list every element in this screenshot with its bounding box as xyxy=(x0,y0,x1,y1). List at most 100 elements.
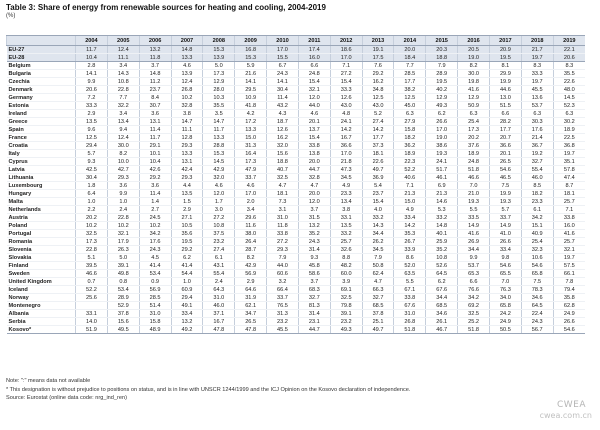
cell-value: 2.4 xyxy=(106,205,140,214)
cell-value: 69.2 xyxy=(457,301,490,310)
cell-value: 53.7 xyxy=(457,261,490,270)
cell-value: 52.0 xyxy=(393,261,426,270)
cell-value: 1.8 xyxy=(75,181,108,190)
cell-value: 28.0 xyxy=(202,85,235,94)
cell-value: 19.3 xyxy=(457,197,490,206)
cell-value: 52.6 xyxy=(425,261,458,270)
header-year: 2008 xyxy=(202,35,235,46)
cell-value: 48.9 xyxy=(138,325,172,334)
cell-value: 13.3 xyxy=(234,125,267,134)
cell-value: 32.6 xyxy=(329,245,363,254)
header-year: 2015 xyxy=(425,35,458,46)
cell-value: 51.8 xyxy=(393,325,426,334)
cell-value: 25.7 xyxy=(552,237,585,246)
cell-value: 30.4 xyxy=(266,85,299,94)
row-country: Cyprus xyxy=(6,157,76,166)
cell-value: 34.2 xyxy=(457,293,490,302)
cell-value: 25.9 xyxy=(425,237,458,246)
row-country: Netherlands xyxy=(6,205,76,214)
row-country: EU-28 xyxy=(6,53,76,62)
cell-value: 12.6 xyxy=(329,93,363,102)
cell-value: 49.1 xyxy=(170,301,203,310)
cell-value: 57.8 xyxy=(552,165,585,174)
cell-value: 47.8 xyxy=(202,325,235,334)
row-country: France xyxy=(6,133,76,142)
cell-value: 3.5 xyxy=(202,109,235,118)
cell-value: 6.6 xyxy=(488,109,522,118)
cell-value: 51.4 xyxy=(138,301,172,310)
cell-value: 64.5 xyxy=(425,269,458,278)
cell-value: 8.2 xyxy=(106,149,140,158)
cell-value: 25.1 xyxy=(361,317,394,326)
cell-value: 33.1 xyxy=(75,309,108,318)
cell-value: 28.8 xyxy=(202,141,235,150)
table-title: Table 3: Share of energy from renewable … xyxy=(6,3,326,12)
row-country: Luxembourg xyxy=(6,181,76,190)
cell-value: 21.7 xyxy=(520,45,554,54)
cell-value: 16.0 xyxy=(297,53,331,62)
row-country: Romania xyxy=(6,237,76,246)
cell-value: 10.1 xyxy=(138,149,172,158)
cell-value: 50.5 xyxy=(488,325,522,334)
cell-value: 60.0 xyxy=(329,269,363,278)
cell-value: 6.2 xyxy=(170,253,203,262)
cell-value: 6.2 xyxy=(425,277,458,286)
cell-value: 23.1 xyxy=(297,317,331,326)
cell-value: 9.9 xyxy=(75,77,108,86)
cell-value: 3.7 xyxy=(138,61,172,70)
cell-value: 37.6 xyxy=(457,141,490,150)
cell-value: 29.2 xyxy=(170,245,203,254)
cell-value: 34.8 xyxy=(361,85,394,94)
cell-value: 19.5 xyxy=(425,77,458,86)
cell-value: 13.3 xyxy=(202,133,235,142)
cell-value: 13.0 xyxy=(488,93,522,102)
cell-value: 45.5 xyxy=(266,325,299,334)
cell-value: 4.6 xyxy=(234,181,267,190)
cell-value: 15.1 xyxy=(520,221,554,230)
table-row: Belgium 2.8 3.4 3.7 4.6 5.0 5.9 6.7 6.6 7.1 7.6 7.7… xyxy=(6,61,585,70)
cell-value: 14.1 xyxy=(75,69,108,78)
cell-value: 26.3 xyxy=(106,245,140,254)
watermark-url: cwea.com.cn xyxy=(539,411,592,420)
cell-value: 11.4 xyxy=(266,93,299,102)
cell-value: 44.7 xyxy=(297,165,331,174)
cell-value: 35.2 xyxy=(297,229,331,238)
cell-value: 1.0 xyxy=(106,197,140,206)
cell-value: 23.3 xyxy=(520,197,554,206)
cell-value: 13.9 xyxy=(170,69,203,78)
cell-value: 7.1 xyxy=(552,205,585,214)
cell-value: 13.2 xyxy=(138,45,172,54)
cell-value: 15.6 xyxy=(266,149,299,158)
cell-value: 3.6 xyxy=(106,181,140,190)
row-country: Belgium xyxy=(6,61,76,70)
table-row: Malta 1.0 1.0 1.4 1.5 1.7 2.0 7.3 12.0 13.4 15.4 15… xyxy=(6,197,585,206)
cell-value: 31.3 xyxy=(266,309,299,318)
cell-value: 17.3 xyxy=(234,157,267,166)
cell-value: 0.8 xyxy=(106,277,140,286)
cell-value: 35.8 xyxy=(552,293,585,302)
cell-value: 28.2 xyxy=(488,117,522,126)
cell-value: 18.2 xyxy=(520,189,554,198)
header-year: 2009 xyxy=(234,35,267,46)
cell-value: 2.4 xyxy=(202,277,235,286)
renewables-table: 2004 2005 2006 2007 2008 2009 2010 2011 2012 2013… xyxy=(6,35,585,334)
cell-value: 14.1 xyxy=(266,77,299,86)
cell-value: 17.5 xyxy=(361,53,394,62)
table-row: Portugal 32.5 32.1 34.2 35.6 37.5 38.0 33.8 35.2… xyxy=(6,229,585,238)
cell-value: 22.1 xyxy=(552,45,585,54)
cell-value: 20.7 xyxy=(488,133,522,142)
cell-value: 13.3 xyxy=(170,149,203,158)
cell-value: 9.9 xyxy=(457,253,490,262)
cell-value: 66.1 xyxy=(552,269,585,278)
cell-value: 17.3 xyxy=(202,69,235,78)
cell-value: 52.3 xyxy=(552,101,585,110)
cell-value: 47.4 xyxy=(552,173,585,182)
cell-value: 46.5 xyxy=(488,173,522,182)
cell-value: 12.0 xyxy=(297,93,331,102)
cell-value: 40.7 xyxy=(266,165,299,174)
cell-value: 36.8 xyxy=(552,141,585,150)
cell-value: 31.4 xyxy=(297,309,331,318)
cell-value: 67.6 xyxy=(393,301,426,310)
cell-value: 6.6 xyxy=(297,61,331,70)
cell-value: 17.0 xyxy=(266,45,299,54)
